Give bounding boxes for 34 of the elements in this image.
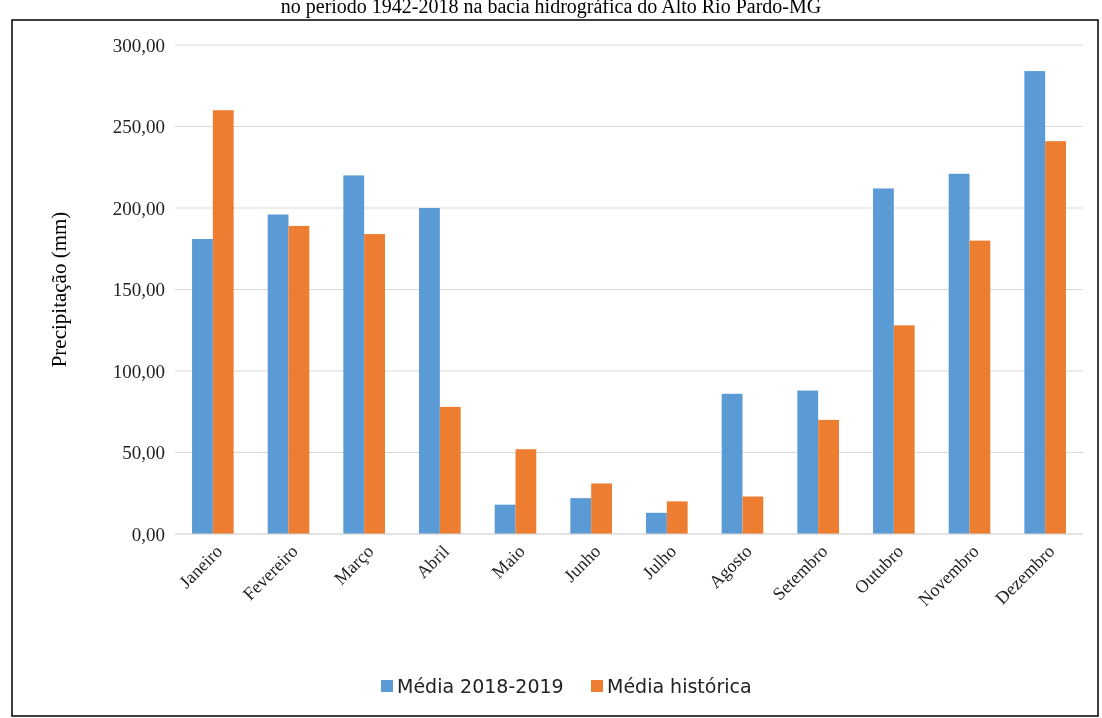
y-tick-label: 50,00 <box>122 442 165 464</box>
bar <box>439 406 461 534</box>
y-tick-label: 250,00 <box>112 116 165 138</box>
bar <box>570 498 592 534</box>
bar <box>591 483 612 534</box>
bar <box>343 175 365 534</box>
y-tick-label: 100,00 <box>112 360 165 382</box>
bar <box>873 188 894 534</box>
y-tick-label: 200,00 <box>112 197 165 219</box>
bar <box>212 110 234 534</box>
y-tick-label: 0,00 <box>131 523 165 545</box>
bar <box>494 504 516 534</box>
legend-label: Média histórica <box>607 674 752 697</box>
bar <box>818 419 839 534</box>
bar <box>515 449 537 534</box>
bar <box>192 238 213 534</box>
bar <box>721 393 743 534</box>
bar <box>1024 71 1046 534</box>
bar <box>893 325 915 534</box>
bar <box>969 240 991 534</box>
bar <box>948 173 970 534</box>
legend-label: Média 2018-2019 <box>397 674 564 697</box>
bar <box>646 512 667 534</box>
y-tick-label: 150,00 <box>112 279 165 301</box>
bar <box>797 390 819 534</box>
bar <box>742 496 764 534</box>
bar <box>364 234 385 534</box>
bar <box>267 214 289 534</box>
bar <box>666 501 688 534</box>
bar <box>288 225 310 534</box>
bar <box>1045 141 1066 534</box>
bar <box>419 208 440 534</box>
y-axis-title: Precipitação (mm) <box>47 211 71 368</box>
y-tick-label: 300,00 <box>112 34 165 56</box>
